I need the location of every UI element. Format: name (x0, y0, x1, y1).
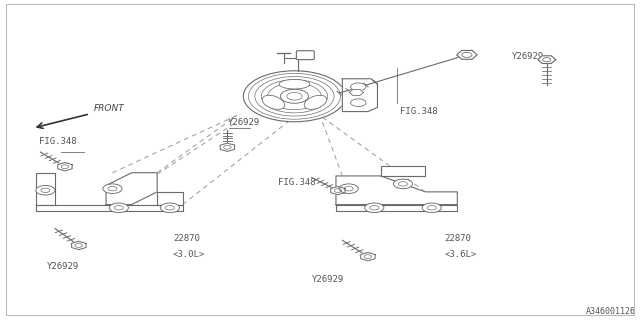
FancyBboxPatch shape (296, 51, 314, 60)
Text: A346001126: A346001126 (586, 307, 636, 316)
Text: Y26929: Y26929 (312, 275, 344, 284)
Polygon shape (361, 252, 375, 261)
Text: Y26929: Y26929 (511, 52, 544, 61)
Text: FIG.348: FIG.348 (39, 137, 77, 146)
Ellipse shape (262, 95, 285, 109)
Polygon shape (381, 166, 426, 176)
Text: <3.0L>: <3.0L> (173, 250, 205, 259)
Polygon shape (336, 204, 458, 211)
Text: <3.6L>: <3.6L> (445, 250, 477, 259)
Text: FIG.348: FIG.348 (278, 179, 316, 188)
Polygon shape (106, 173, 157, 204)
Circle shape (161, 203, 179, 212)
Ellipse shape (304, 95, 327, 109)
Circle shape (243, 71, 346, 122)
Polygon shape (349, 89, 364, 95)
Text: 22870: 22870 (445, 234, 472, 243)
Ellipse shape (279, 79, 310, 89)
Circle shape (103, 184, 122, 194)
Polygon shape (336, 176, 458, 204)
Polygon shape (157, 192, 182, 204)
Circle shape (339, 184, 358, 194)
Circle shape (365, 203, 384, 212)
Polygon shape (58, 163, 72, 171)
Circle shape (36, 186, 55, 195)
Text: Y26929: Y26929 (47, 262, 79, 271)
Polygon shape (220, 143, 235, 151)
Polygon shape (538, 56, 556, 63)
Text: Y26929: Y26929 (227, 117, 260, 126)
Circle shape (280, 89, 308, 103)
Circle shape (422, 203, 442, 212)
Text: FRONT: FRONT (93, 104, 124, 113)
Polygon shape (331, 187, 345, 195)
Circle shape (109, 203, 129, 212)
Text: FIG.348: FIG.348 (400, 108, 438, 116)
Polygon shape (36, 173, 55, 204)
Polygon shape (457, 51, 477, 59)
Polygon shape (72, 241, 86, 250)
Text: 22870: 22870 (173, 234, 200, 243)
Polygon shape (36, 204, 182, 211)
Circle shape (394, 179, 413, 189)
Polygon shape (342, 79, 378, 112)
Circle shape (351, 83, 366, 91)
Circle shape (351, 99, 366, 107)
